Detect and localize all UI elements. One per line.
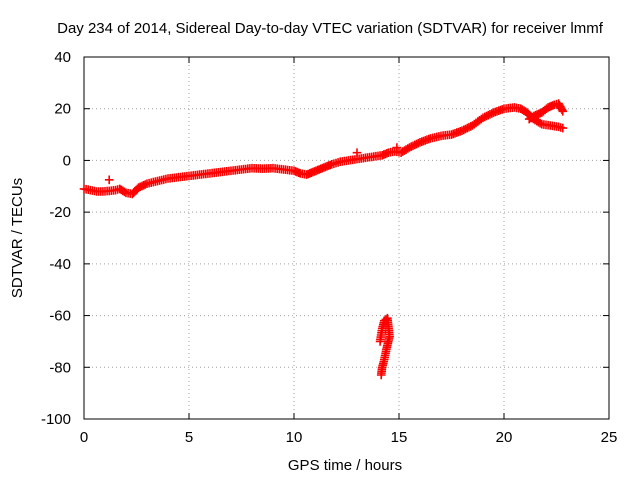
data-point (131, 185, 141, 195)
data-point (307, 168, 316, 177)
data-point (120, 187, 129, 197)
plot-frame (83, 56, 610, 420)
axis-ticks (83, 56, 610, 420)
x-tick-label: 0 (80, 429, 88, 446)
data-point (556, 123, 565, 132)
data-point (528, 112, 537, 122)
data-point (382, 343, 392, 352)
x-tick-label: 15 (391, 429, 408, 446)
data-point (319, 163, 329, 172)
data-point (552, 122, 561, 131)
data-point (151, 177, 160, 186)
data-point (287, 166, 297, 175)
data-point (352, 148, 362, 157)
data-point (141, 180, 150, 189)
data-point (104, 175, 114, 185)
data-point (414, 138, 423, 148)
x-tick-label: 10 (286, 429, 303, 446)
data-point (519, 106, 529, 115)
y-tick-label: 20 (54, 101, 71, 118)
y-tick-label: 40 (54, 49, 71, 66)
data-point (375, 151, 385, 160)
data-point (456, 127, 465, 136)
data-point (333, 158, 343, 167)
data-point (109, 186, 118, 195)
y-axis-label: SDTVAR / TECUs (9, 178, 26, 298)
data-point (392, 143, 402, 152)
data-point (313, 165, 322, 175)
data-point (377, 368, 386, 378)
data-point (514, 104, 523, 113)
grid-lines (84, 57, 609, 419)
x-tick-label: 5 (185, 429, 193, 446)
x-axis-label: GPS time / hours (288, 457, 402, 474)
x-tick-label: 20 (496, 429, 513, 446)
data-point (540, 105, 550, 115)
data-point (424, 134, 434, 144)
y-tick-label: -40 (49, 256, 71, 273)
y-tick-label: 0 (63, 152, 71, 169)
chart-title: Day 234 of 2014, Sidereal Day-to-day VTE… (57, 20, 604, 37)
y-tick-label: -60 (49, 308, 71, 325)
data-point (83, 185, 93, 194)
data-point (380, 353, 389, 362)
data-point (557, 105, 567, 114)
data-point (556, 103, 566, 113)
y-tick-label: -100 (41, 411, 71, 428)
x-tick-label: 25 (601, 429, 618, 446)
y-tick-label: -80 (49, 359, 71, 376)
y-tick-label: -20 (49, 204, 71, 221)
data-point (294, 168, 303, 177)
data-point (377, 326, 387, 335)
data-point (498, 105, 507, 114)
data-point (325, 160, 335, 170)
data-point (535, 118, 545, 128)
data-point (378, 361, 387, 370)
data-point (382, 149, 392, 158)
tick-labels: 0 5 10 15 20 25 -100 -80 -60 -40 -20 0 20 40 (41, 49, 617, 446)
data-point (445, 130, 454, 140)
data-points (79, 99, 568, 380)
